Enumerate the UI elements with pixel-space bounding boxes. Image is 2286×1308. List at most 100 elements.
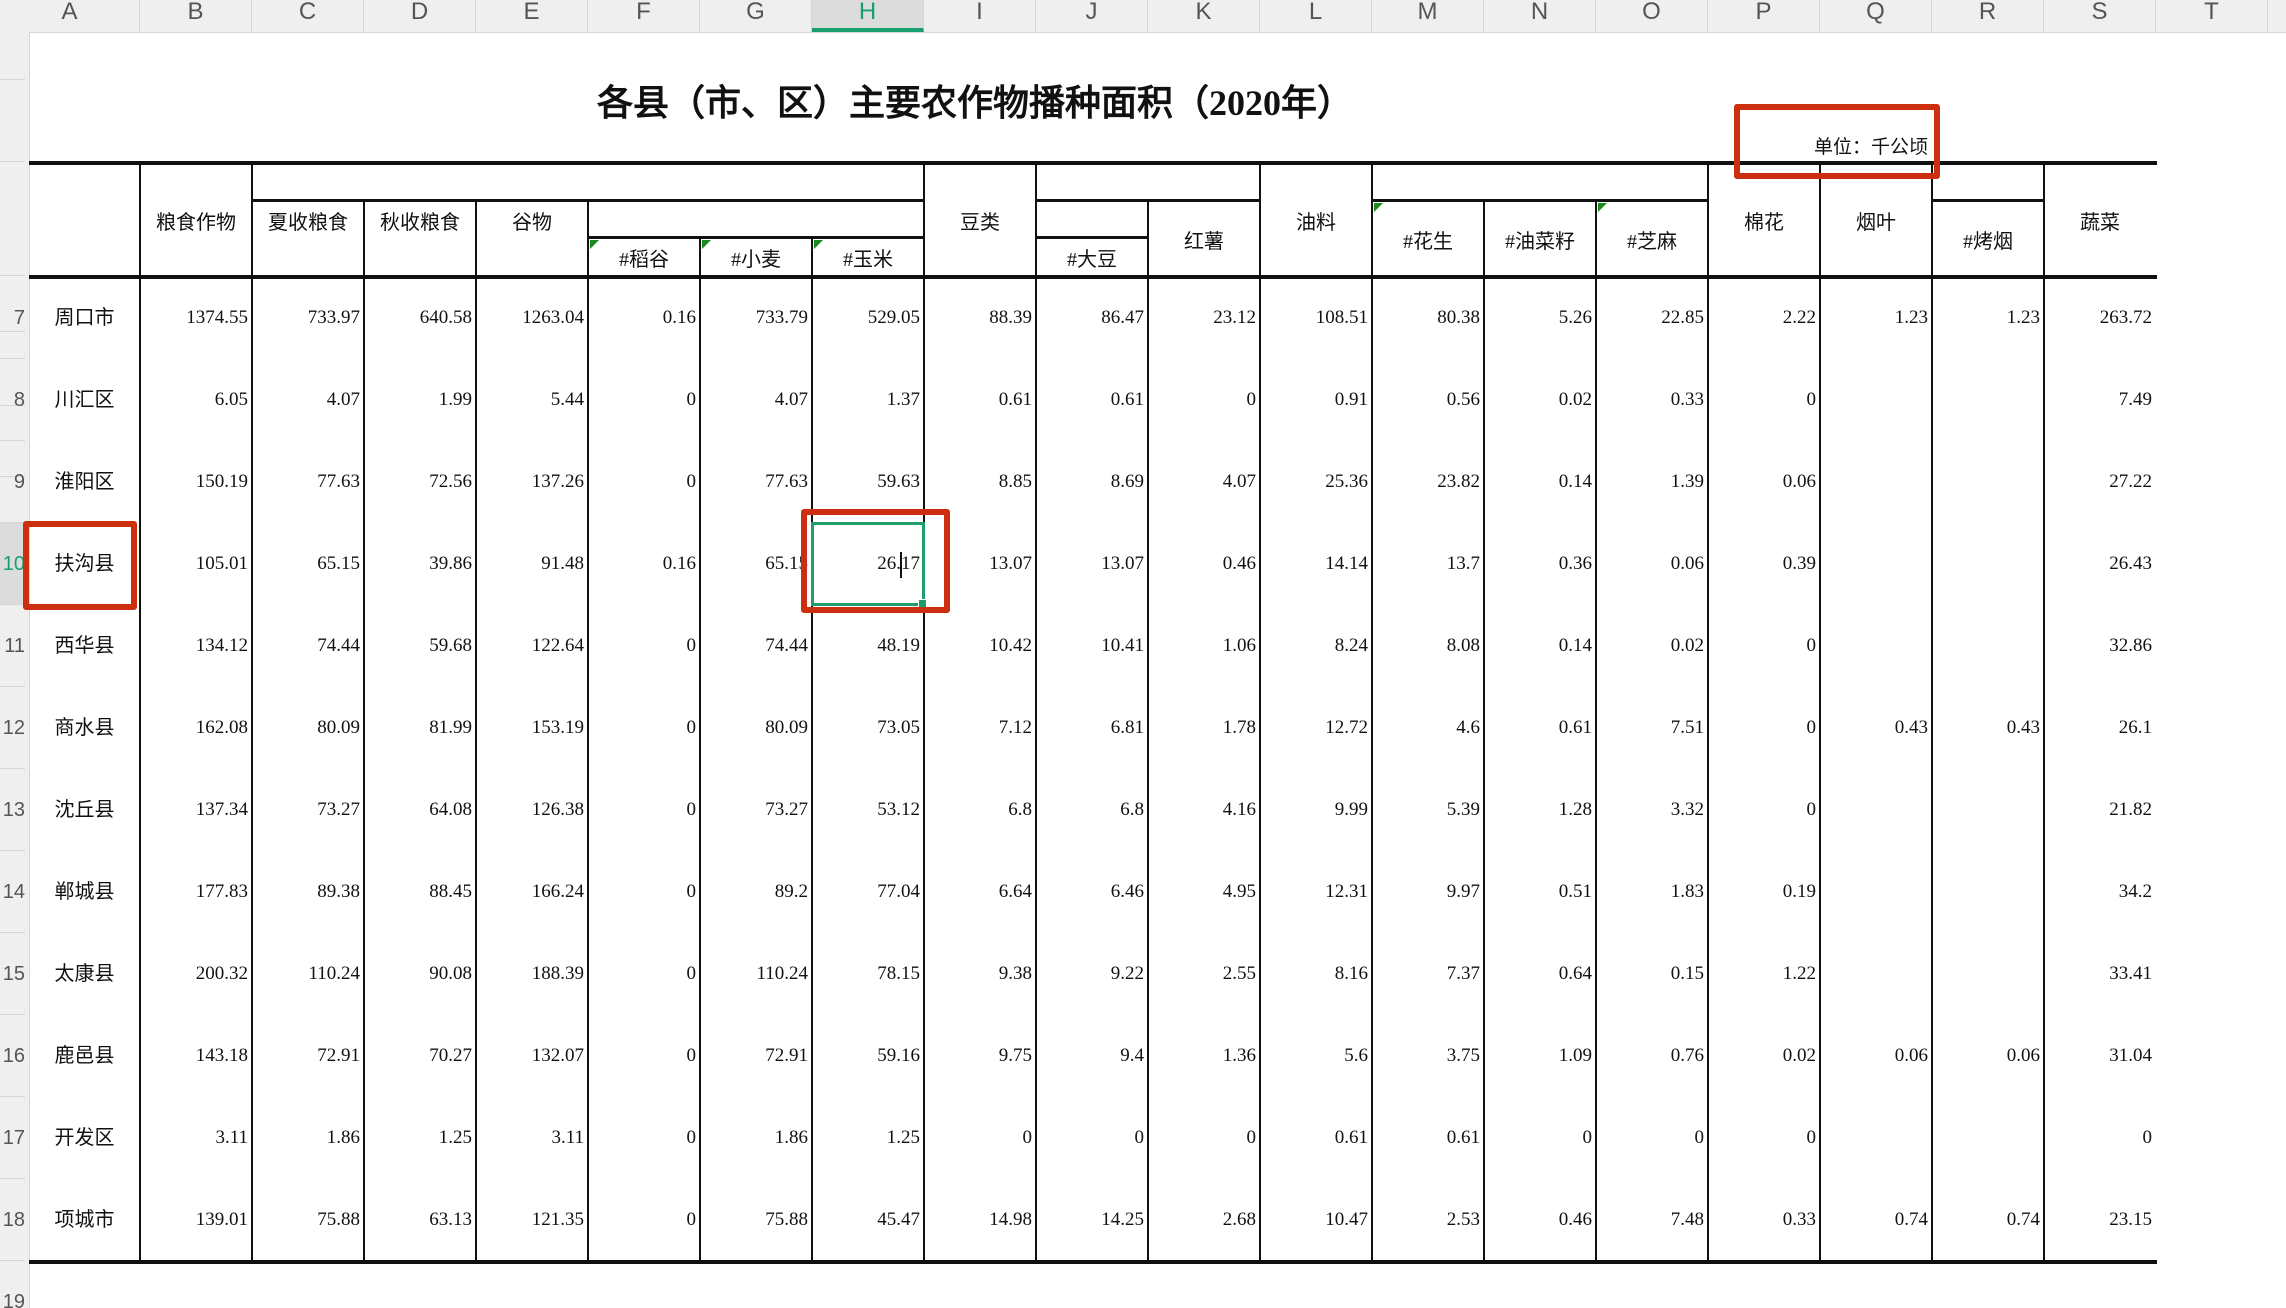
region-name-cell[interactable]: 川汇区 xyxy=(54,389,115,411)
value-cell[interactable]: 200.32 xyxy=(195,963,248,984)
value-cell[interactable] xyxy=(1820,769,1932,851)
value-cell[interactable]: 0 xyxy=(1806,389,1817,410)
row-header[interactable]: 12 xyxy=(0,687,25,769)
value-cell[interactable]: 0.61 xyxy=(1446,1127,1480,1148)
value-cell[interactable]: 0 xyxy=(1806,1127,1817,1148)
value-cell[interactable]: 162.08 xyxy=(195,717,248,738)
value-cell[interactable]: 0.46 xyxy=(1222,553,1256,574)
header-vegetables[interactable]: 蔬菜 xyxy=(2080,211,2120,234)
value-cell[interactable] xyxy=(1932,441,2044,523)
value-cell[interactable]: 9.99 xyxy=(1334,799,1368,820)
value-cell[interactable]: 12.72 xyxy=(1325,717,1368,738)
value-cell[interactable]: 23.15 xyxy=(2109,1209,2152,1230)
value-cell[interactable]: 13.07 xyxy=(1101,553,1144,574)
region-name-cell[interactable]: 开发区 xyxy=(54,1127,115,1149)
header-wheat[interactable]: #小麦 xyxy=(731,249,781,271)
value-cell[interactable]: 6.05 xyxy=(214,389,248,410)
value-cell[interactable]: 0.61 xyxy=(1558,717,1592,738)
value-cell[interactable]: 0.02 xyxy=(1670,635,1704,656)
value-cell[interactable]: 0 xyxy=(1806,635,1817,656)
value-cell[interactable]: 45.47 xyxy=(877,1209,920,1230)
header-soybean[interactable]: #大豆 xyxy=(1067,249,1117,271)
region-name-cell[interactable]: 西华县 xyxy=(54,635,115,657)
value-cell[interactable] xyxy=(1932,523,2044,605)
value-cell[interactable]: 26.17 xyxy=(877,553,920,574)
value-cell[interactable]: 0.61 xyxy=(998,389,1032,410)
value-cell[interactable]: 26.43 xyxy=(2109,553,2152,574)
value-cell[interactable]: 0.74 xyxy=(2006,1209,2040,1230)
value-cell[interactable]: 8.08 xyxy=(1446,635,1480,656)
value-cell[interactable]: 77.63 xyxy=(765,471,808,492)
value-cell[interactable]: 23.12 xyxy=(1213,307,1256,328)
value-cell[interactable]: 74.44 xyxy=(765,635,808,656)
value-cell[interactable]: 34.2 xyxy=(2118,881,2152,902)
value-cell[interactable]: 48.19 xyxy=(877,635,920,656)
value-cell[interactable]: 733.97 xyxy=(307,307,360,328)
value-cell[interactable] xyxy=(1820,933,1932,1015)
value-cell[interactable]: 63.13 xyxy=(429,1209,472,1230)
value-cell[interactable]: 4.07 xyxy=(1222,471,1256,492)
value-cell[interactable]: 6.81 xyxy=(1110,717,1144,738)
value-cell[interactable]: 90.08 xyxy=(429,963,472,984)
header-tobacco[interactable]: 烟叶 xyxy=(1856,211,1896,234)
column-header-K[interactable]: K xyxy=(1148,0,1260,32)
value-cell[interactable]: 9.22 xyxy=(1110,963,1144,984)
value-cell[interactable]: 22.85 xyxy=(1661,307,1704,328)
value-cell[interactable]: 0 xyxy=(1806,799,1817,820)
value-cell[interactable]: 0 xyxy=(1694,1127,1705,1148)
value-cell[interactable]: 75.88 xyxy=(317,1209,360,1230)
value-cell[interactable] xyxy=(1932,605,2044,687)
row-header[interactable] xyxy=(0,276,25,332)
region-name-cell[interactable]: 鹿邑县 xyxy=(54,1045,115,1067)
row-header[interactable]: 14 xyxy=(0,851,25,933)
row-header[interactable]: 10 xyxy=(0,523,25,605)
value-cell[interactable]: 0.06 xyxy=(1670,553,1704,574)
value-cell[interactable]: 0.16 xyxy=(662,307,696,328)
value-cell[interactable]: 121.35 xyxy=(531,1209,584,1230)
value-cell[interactable]: 0.51 xyxy=(1558,881,1592,902)
header-peanut[interactable]: #花生 xyxy=(1403,230,1453,253)
value-cell[interactable]: 134.12 xyxy=(195,635,248,656)
value-cell[interactable]: 33.41 xyxy=(2109,963,2152,984)
row-header[interactable]: 13 xyxy=(0,769,25,851)
value-cell[interactable]: 0.33 xyxy=(1670,389,1704,410)
value-cell[interactable]: 1.99 xyxy=(438,389,472,410)
header-rapeseed[interactable]: #油菜籽 xyxy=(1505,230,1575,253)
value-cell[interactable]: 0 xyxy=(686,799,697,820)
value-cell[interactable]: 14.25 xyxy=(1101,1209,1144,1230)
value-cell[interactable]: 4.07 xyxy=(774,389,808,410)
value-cell[interactable]: 59.63 xyxy=(877,471,920,492)
value-cell[interactable]: 640.58 xyxy=(419,307,472,328)
value-cell[interactable]: 81.99 xyxy=(429,717,472,738)
row-header[interactable] xyxy=(0,80,25,162)
column-header-T[interactable]: T xyxy=(2156,0,2268,32)
value-cell[interactable]: 73.05 xyxy=(877,717,920,738)
value-cell[interactable]: 9.4 xyxy=(1120,1045,1144,1066)
value-cell[interactable]: 150.19 xyxy=(195,471,248,492)
value-cell[interactable] xyxy=(1932,359,2044,441)
column-header-A[interactable]: A xyxy=(0,0,140,32)
value-cell[interactable]: 0.02 xyxy=(1782,1045,1816,1066)
value-cell[interactable]: 7.49 xyxy=(2118,389,2152,410)
value-cell[interactable]: 0.14 xyxy=(1558,471,1592,492)
value-cell[interactable]: 80.09 xyxy=(317,717,360,738)
value-cell[interactable]: 65.15 xyxy=(765,553,808,574)
value-cell[interactable]: 8.16 xyxy=(1334,963,1368,984)
value-cell[interactable]: 7.51 xyxy=(1670,717,1704,738)
value-cell[interactable]: 0 xyxy=(1246,1127,1257,1148)
value-cell[interactable]: 110.24 xyxy=(756,963,808,984)
value-cell[interactable]: 72.91 xyxy=(765,1045,808,1066)
value-cell[interactable]: 1.83 xyxy=(1670,881,1704,902)
value-cell[interactable]: 10.42 xyxy=(989,635,1032,656)
column-header-S[interactable]: S xyxy=(2044,0,2156,32)
value-cell[interactable]: 13.7 xyxy=(1446,553,1480,574)
value-cell[interactable]: 9.38 xyxy=(998,963,1032,984)
column-header-Q[interactable]: Q xyxy=(1820,0,1932,32)
value-cell[interactable]: 0.15 xyxy=(1670,963,1704,984)
value-cell[interactable]: 2.22 xyxy=(1782,307,1816,328)
value-cell[interactable]: 70.27 xyxy=(429,1045,472,1066)
value-cell[interactable]: 7.37 xyxy=(1446,963,1480,984)
value-cell[interactable]: 89.38 xyxy=(317,881,360,902)
value-cell[interactable]: 86.47 xyxy=(1101,307,1144,328)
row-header[interactable]: 19 xyxy=(0,1261,25,1308)
